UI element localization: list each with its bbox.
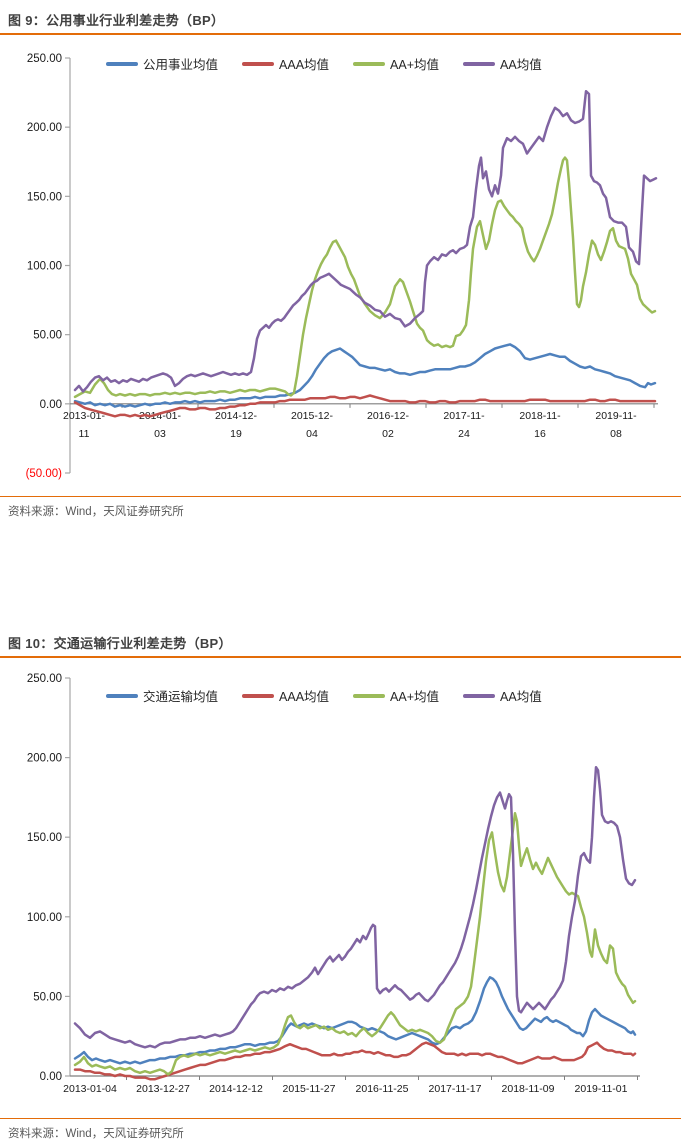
legend-label: AA均值 — [500, 58, 542, 72]
figure-10-source-rule — [0, 1118, 681, 1119]
chart-canvas-transport: 250.00 200.00 150.00 100.00 50.00 0.002013-01… — [27, 673, 640, 1095]
legend-label: AA均值 — [500, 690, 542, 704]
legend-item: AA+均值 — [353, 54, 439, 73]
x-tick-label: 02 — [382, 428, 394, 440]
figure-10-source: 资料来源：Wind，天风证券研究所 — [8, 1128, 184, 1140]
y-tick-label: 100.00 — [27, 912, 62, 924]
x-tick-label: 2014-12- — [215, 410, 258, 422]
x-tick-label: 19 — [230, 428, 242, 440]
y-tick-label: 150.00 — [27, 832, 62, 844]
legend-label: AA+均值 — [390, 58, 440, 72]
legend-line-swatch — [106, 61, 138, 66]
x-tick-label: 2019-11-01 — [575, 1083, 628, 1095]
legend-line-swatch — [353, 61, 386, 66]
figure-9-legend: 公用事业均值 AAA均值 AA+均值 AA均值 — [106, 54, 542, 73]
chart-canvas-utilities: 250.00 200.00 150.00 100.00 50.00 0.00 (50.00)… — [26, 53, 658, 480]
series-line-2 — [73, 156, 657, 399]
x-tick-label: 2013-01-04 — [63, 1083, 117, 1095]
series-line-2 — [73, 812, 637, 1076]
legend-line-swatch — [242, 61, 275, 66]
legend-line-swatch — [463, 61, 496, 66]
x-tick-label: 2013-12-27 — [136, 1083, 190, 1095]
y-tick-label: 0.00 — [40, 1071, 62, 1083]
x-tick-label: 04 — [306, 428, 318, 440]
x-tick-label: 03 — [154, 428, 166, 440]
y-tick-label: 200.00 — [27, 122, 62, 134]
legend-item: AA+均值 — [353, 686, 439, 705]
figure-10-title: 图 10：交通运输行业利差走势（BP） — [8, 636, 232, 651]
y-tick-label: (50.00) — [26, 468, 63, 480]
legend-item: AA均值 — [463, 54, 542, 73]
x-tick-label: 2017-11- — [443, 410, 485, 422]
legend-label: AAA均值 — [279, 690, 330, 704]
legend-line-swatch — [463, 693, 496, 698]
x-tick-label: 2014-01- — [139, 410, 182, 422]
legend-item: AA均值 — [463, 686, 542, 705]
legend-line-swatch — [353, 693, 386, 698]
legend-item: AAA均值 — [242, 54, 329, 73]
x-tick-label: 2019-11- — [595, 410, 637, 422]
series-line-3 — [73, 765, 637, 1049]
legend-line-swatch — [106, 693, 138, 698]
x-tick-label: 2014-12-12 — [209, 1083, 263, 1095]
series-line-1 — [73, 1041, 637, 1081]
y-tick-label: 50.00 — [33, 330, 62, 342]
series-line-0 — [73, 343, 657, 408]
x-tick-label: 2015-12- — [291, 410, 334, 422]
series-line-0 — [73, 976, 637, 1065]
figure-9-chart-area: 250.00 200.00 150.00 100.00 50.00 0.00 (50.00)… — [0, 41, 681, 496]
y-tick-label: 250.00 — [27, 53, 62, 65]
legend-line-swatch — [242, 693, 275, 698]
legend-label: AAA均值 — [279, 58, 330, 72]
series-line-3 — [73, 89, 658, 393]
figure-10-chart-area: 250.00 200.00 150.00 100.00 50.00 0.00 2013-01… — [0, 664, 681, 1104]
figure-9-source: 资料来源：Wind，天风证券研究所 — [8, 506, 184, 518]
x-tick-label: 2016-12- — [367, 410, 410, 422]
x-tick-label: 2015-11-27 — [283, 1083, 336, 1095]
x-tick-label: 2018-11-09 — [502, 1083, 555, 1095]
y-tick-label: 250.00 — [27, 673, 62, 685]
series-line-1 — [73, 394, 657, 418]
x-tick-label: 2017-11-17 — [429, 1083, 482, 1095]
y-tick-label: 150.00 — [27, 191, 62, 203]
figure-9-title: 图 9：公用事业行业利差走势（BP） — [8, 13, 225, 28]
legend-item: 交通运输均值 — [106, 686, 218, 705]
x-tick-label: 2013-01- — [63, 410, 106, 422]
x-tick-label: 16 — [534, 428, 546, 440]
legend-item: AAA均值 — [242, 686, 329, 705]
legend-item: 公用事业均值 — [106, 54, 218, 73]
figure-10-legend: 交通运输均值 AAA均值 AA+均值 AA均值 — [106, 686, 542, 705]
figure-10-title-rule — [0, 656, 681, 658]
x-tick-label: 08 — [610, 428, 622, 440]
y-tick-label: 100.00 — [27, 261, 62, 273]
figure-9-source-rule — [0, 496, 681, 497]
figure-9: 图 9：公用事业行业利差走势（BP） 250.00 200.00 150.00 100… — [0, 0, 681, 523]
legend-label: 公用事业均值 — [143, 58, 219, 72]
x-tick-label: 11 — [79, 428, 90, 440]
legend-label: AA+均值 — [390, 690, 440, 704]
x-tick-label: 2018-11- — [519, 410, 561, 422]
y-tick-label: 0.00 — [40, 399, 62, 411]
y-tick-label: 200.00 — [27, 753, 62, 765]
legend-label: 交通运输均值 — [143, 690, 219, 704]
x-tick-label: 2016-11-25 — [356, 1083, 409, 1095]
figure-10: 图 10：交通运输行业利差走势（BP） 250.00 200.00 150.00 10… — [0, 623, 681, 1143]
x-tick-label: 24 — [458, 428, 470, 440]
y-tick-label: 50.00 — [33, 991, 62, 1003]
figure-9-title-rule — [0, 33, 681, 35]
